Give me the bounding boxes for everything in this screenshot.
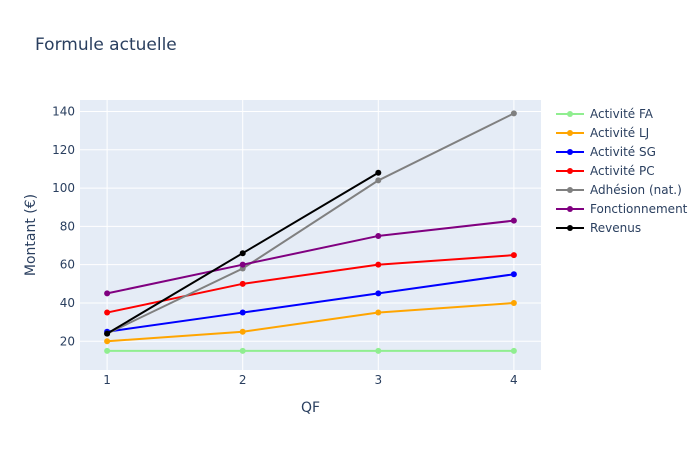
data-point — [104, 330, 111, 337]
x-tick-label: 4 — [510, 373, 518, 387]
y-tick-label: 40 — [60, 296, 75, 310]
data-point — [510, 299, 517, 306]
x-tick-label: 3 — [374, 373, 382, 387]
legend-item: Adhésion (nat.) — [556, 183, 682, 197]
data-point — [104, 347, 111, 354]
legend-label: Revenus — [590, 221, 641, 235]
data-point — [510, 252, 517, 259]
y-tick-label: 60 — [60, 258, 75, 272]
data-point — [510, 110, 517, 117]
data-point — [239, 250, 246, 257]
series-activit-lj — [104, 299, 517, 345]
x-tick-label: 1 — [103, 373, 111, 387]
series-lines — [104, 110, 517, 354]
data-point — [375, 347, 382, 354]
series-line — [106, 112, 515, 335]
plot-area — [80, 100, 541, 370]
legend-swatch-marker — [567, 149, 573, 155]
data-point — [510, 347, 517, 354]
data-point — [375, 309, 382, 316]
y-tick-label: 140 — [52, 104, 75, 118]
data-point — [375, 169, 382, 176]
data-point — [375, 261, 382, 268]
axis-ticks: 20 40 60 80 100 120 140 1 2 3 4 — [52, 104, 518, 387]
series-fonctionnement — [104, 217, 517, 297]
legend-swatch-marker — [567, 111, 573, 117]
y-tick-label: 100 — [52, 181, 75, 195]
x-axis-label: QF — [301, 400, 320, 416]
legend-label: Activité FA — [590, 107, 654, 121]
data-point — [375, 232, 382, 239]
series-revenus — [104, 169, 382, 337]
series-activit-sg — [104, 271, 517, 335]
data-point — [510, 217, 517, 224]
legend-swatch-marker — [567, 206, 573, 212]
legend-label: Activité PC — [590, 164, 655, 178]
series-activit-pc — [104, 252, 517, 316]
series-line — [106, 254, 514, 314]
legend-item: Revenus — [556, 221, 641, 235]
y-tick-label: 20 — [60, 334, 75, 348]
data-point — [239, 280, 246, 287]
legend-label: Adhésion (nat.) — [590, 183, 682, 197]
data-point — [104, 309, 111, 316]
legend-swatch-marker — [567, 225, 573, 231]
data-point — [104, 290, 111, 297]
data-point — [239, 328, 246, 335]
legend-item: Activité FA — [556, 107, 654, 121]
y-tick-label: 120 — [52, 143, 75, 157]
y-tick-label: 80 — [60, 219, 75, 233]
data-point — [239, 347, 246, 354]
legend-swatch-marker — [567, 130, 573, 136]
data-point — [239, 309, 246, 316]
data-point — [375, 177, 382, 184]
legend: Activité FA Activité LJ Activité SG Activit… — [556, 107, 688, 235]
legend-label: Fonctionnement — [590, 202, 688, 216]
chart-title: Formule actuelle — [35, 35, 177, 55]
y-axis-label: Montant (€) — [23, 194, 39, 276]
series-activit-fa — [104, 347, 517, 354]
legend-swatch-marker — [567, 187, 573, 193]
series-line — [106, 219, 514, 295]
data-point — [510, 271, 517, 278]
data-point — [104, 338, 111, 345]
legend-label: Activité SG — [590, 145, 656, 159]
legend-label: Activité LJ — [590, 126, 649, 140]
legend-item: Activité SG — [556, 145, 656, 159]
legend-swatch-marker — [567, 168, 573, 174]
data-point — [375, 290, 382, 297]
legend-item: Fonctionnement — [556, 202, 688, 216]
series-line — [106, 273, 515, 333]
series-line — [107, 301, 514, 343]
x-tick-label: 2 — [239, 373, 247, 387]
data-point — [239, 261, 246, 268]
legend-item: Activité LJ — [556, 126, 649, 140]
legend-item: Activité PC — [556, 164, 655, 178]
